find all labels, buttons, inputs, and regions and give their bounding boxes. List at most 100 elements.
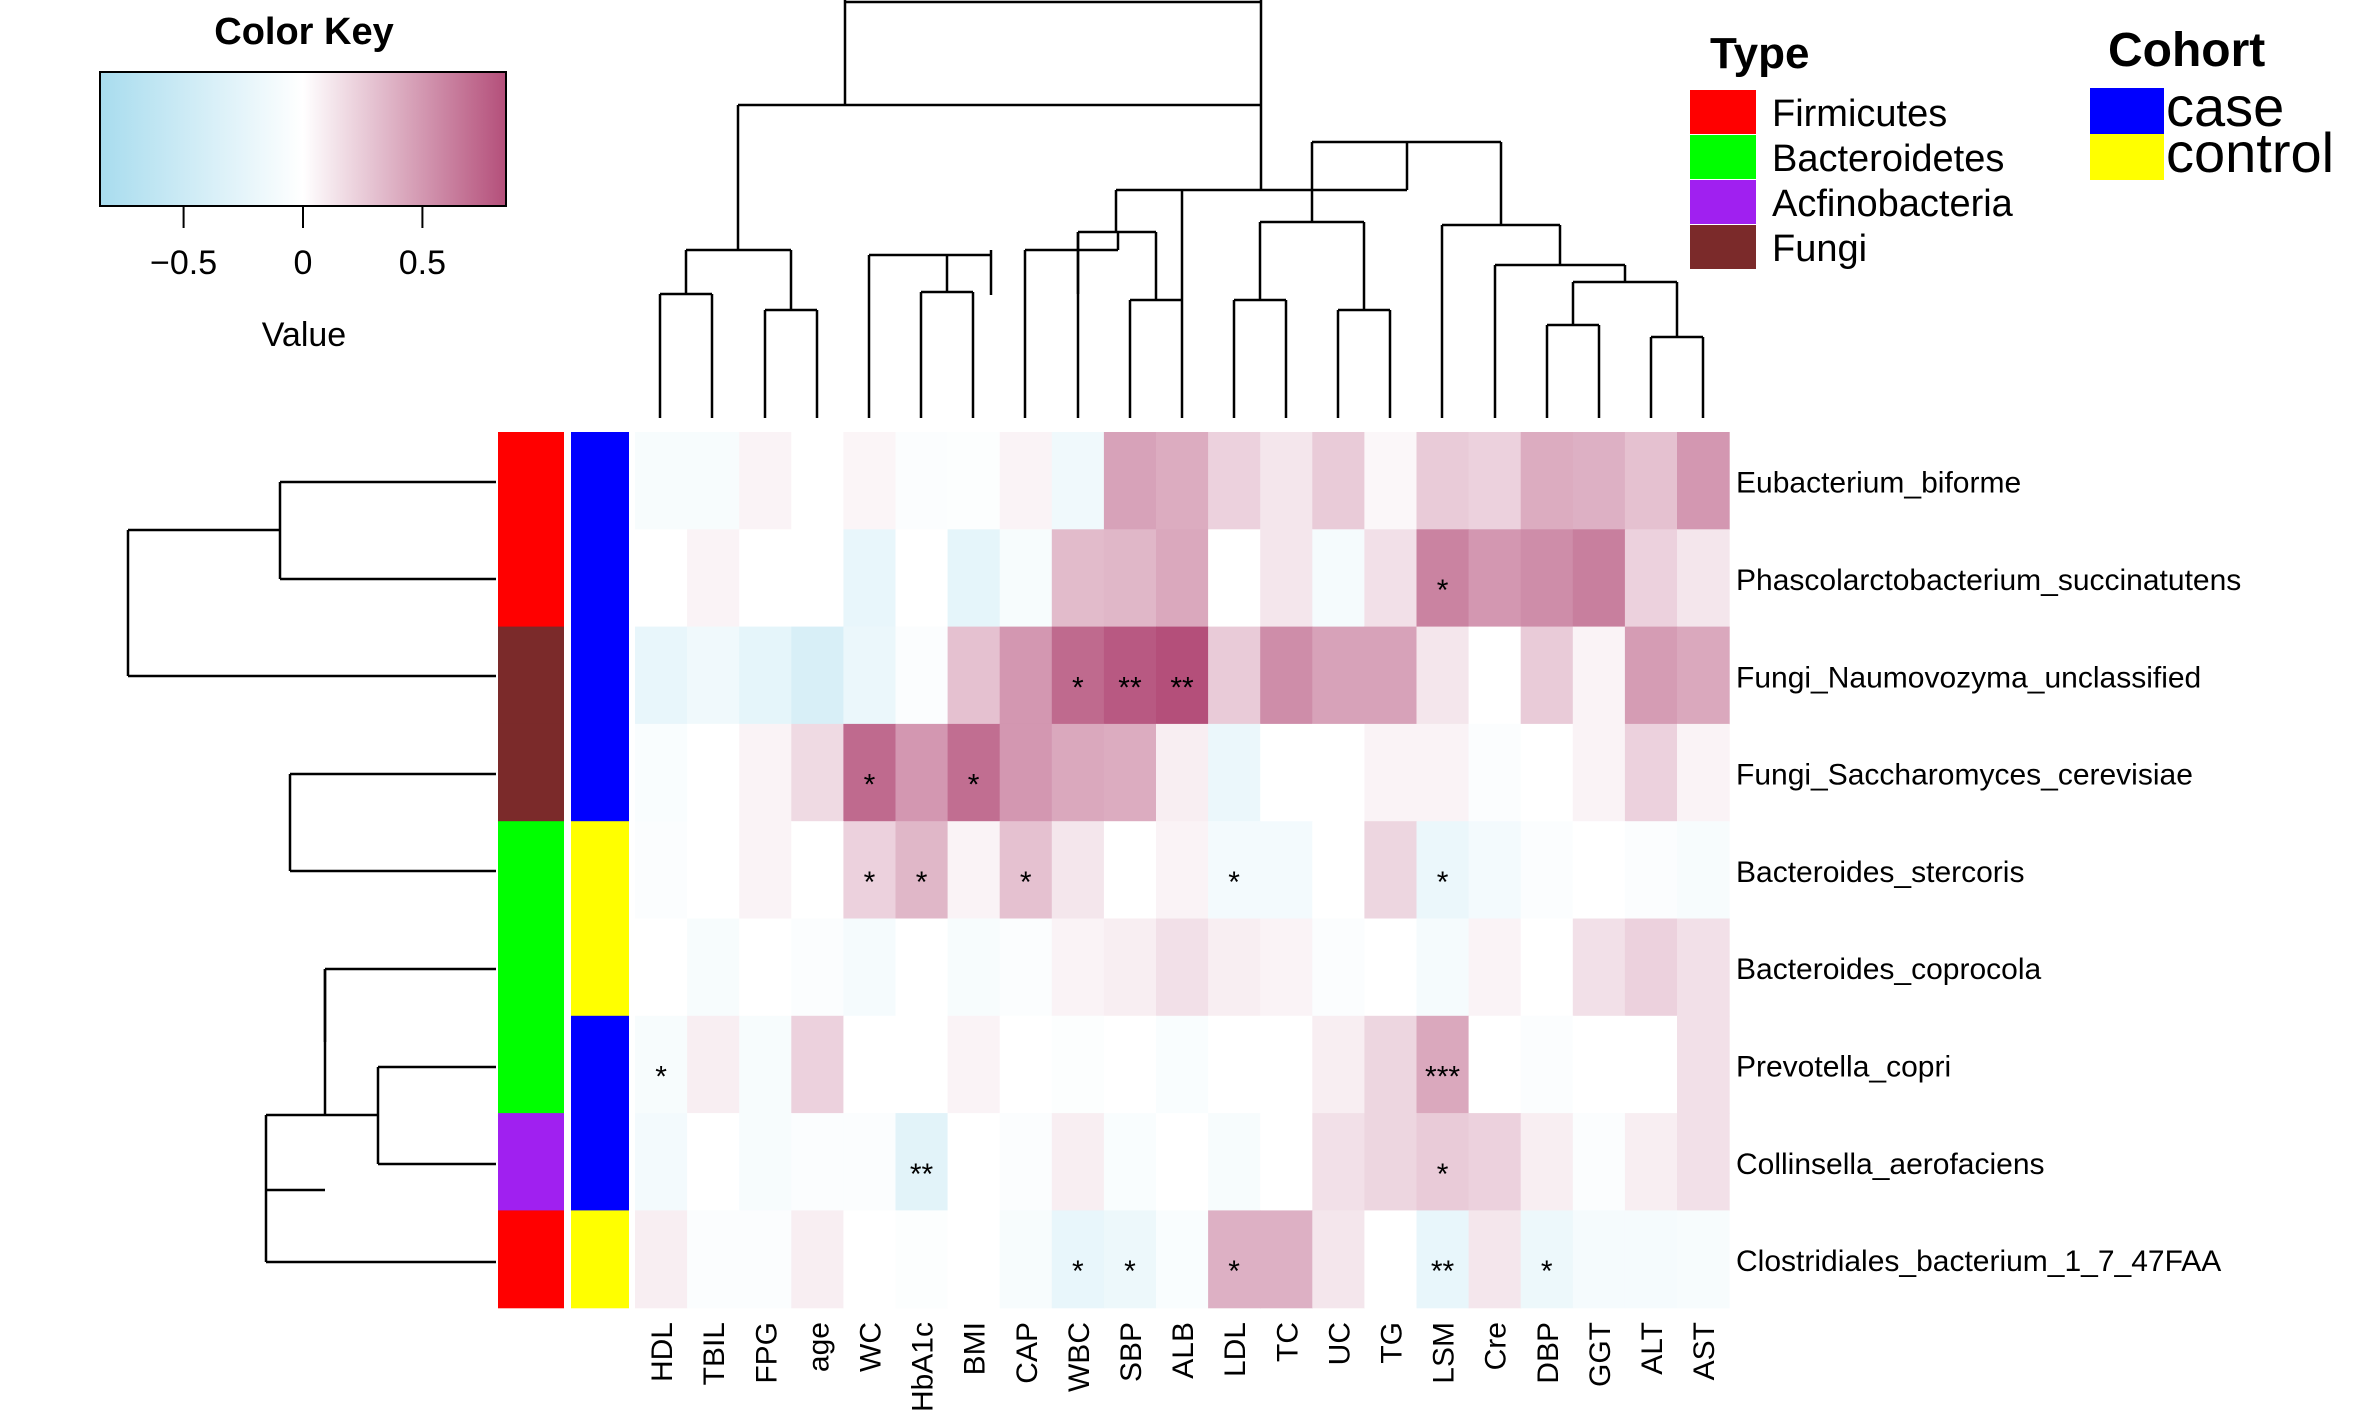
heatmap-cell bbox=[791, 1113, 844, 1211]
column-label: UC bbox=[1323, 1322, 1356, 1365]
heatmap-cell bbox=[947, 432, 1001, 530]
heatmap-cell bbox=[791, 723, 844, 822]
row-label: Clostridiales_bacterium_1_7_47FAA bbox=[1736, 1245, 2221, 1278]
heatmap-cell bbox=[1572, 626, 1626, 725]
heatmap-cell bbox=[1520, 432, 1574, 530]
heatmap-cell bbox=[1103, 918, 1157, 1017]
heatmap-cell bbox=[1468, 918, 1522, 1017]
heatmap-cell bbox=[1051, 821, 1105, 920]
heatmap-cell bbox=[1572, 1015, 1626, 1114]
heatmap-cell bbox=[895, 432, 949, 530]
heatmap-cell bbox=[843, 1015, 897, 1114]
type-bar-cell bbox=[498, 1015, 564, 1114]
color-key: Color Key −0.5 0 0.5 Value bbox=[99, 11, 507, 354]
significance-marker: * bbox=[1124, 1255, 1136, 1288]
column-labels: HDL TBIL FPG age WC HbA1c BMI CAP WBC SBP ALB LDL TC… bbox=[646, 1322, 1721, 1412]
heatmap-cell bbox=[999, 1015, 1053, 1114]
column-dendrogram bbox=[658, 0, 1705, 418]
significance-marker: * bbox=[1228, 1255, 1240, 1288]
type-legend: Type FirmicutesBacteroidetesAcfinobacter… bbox=[1690, 29, 2014, 270]
heatmap-cell bbox=[1624, 1015, 1678, 1114]
type-legend-label: Acfinobacteria bbox=[1772, 183, 2014, 225]
heatmap-cell bbox=[1051, 723, 1105, 822]
type-legend-label: Firmicutes bbox=[1772, 93, 1947, 135]
heatmap-cell bbox=[1624, 432, 1678, 530]
cohort-bar-cell bbox=[571, 529, 629, 628]
heatmap-cell bbox=[1520, 1210, 1574, 1309]
heatmap-cell bbox=[635, 432, 688, 530]
heatmap-cell bbox=[635, 1113, 688, 1211]
heatmap-cell bbox=[1260, 529, 1313, 628]
column-label: LDL bbox=[1219, 1322, 1252, 1377]
column-label: CAP bbox=[1011, 1322, 1044, 1384]
heatmap-cell bbox=[895, 723, 949, 822]
cohort-legend-swatch bbox=[2090, 134, 2164, 180]
column-label: LSM bbox=[1428, 1322, 1461, 1384]
heatmap-cell bbox=[1051, 1015, 1105, 1114]
type-legend-label: Fungi bbox=[1772, 228, 1867, 270]
heatmap-cell bbox=[791, 626, 844, 725]
cohort-legend-label: control bbox=[2166, 121, 2334, 184]
heatmap-cell bbox=[1312, 1015, 1365, 1114]
significance-markers: ** ** *** ** * * * ** ***** ** * * ** * bbox=[655, 574, 1553, 1288]
heatmap-cell bbox=[791, 1210, 844, 1309]
heatmap-cell bbox=[1520, 1113, 1574, 1211]
heatmap-cell bbox=[1468, 723, 1522, 822]
heatmap-cell bbox=[1572, 1113, 1626, 1211]
column-label: WC bbox=[854, 1322, 887, 1372]
heatmap-cell bbox=[1416, 723, 1470, 822]
column-label: HbA1c bbox=[907, 1322, 940, 1412]
color-key-gradient bbox=[99, 71, 507, 207]
heatmap-cell bbox=[1572, 918, 1626, 1017]
heatmap-cell bbox=[1051, 1113, 1105, 1211]
heatmap-grid bbox=[635, 432, 1730, 1309]
heatmap-cell bbox=[1677, 1210, 1730, 1309]
heatmap-cell bbox=[1156, 918, 1209, 1017]
heatmap-cell bbox=[1208, 1015, 1261, 1114]
heatmap-cell bbox=[1103, 1015, 1157, 1114]
heatmap-cell bbox=[1208, 918, 1261, 1017]
heatmap-cell bbox=[1208, 821, 1261, 920]
heatmap-cell bbox=[1677, 529, 1730, 628]
heatmap-cell bbox=[791, 432, 844, 530]
heatmap-cell bbox=[1103, 1210, 1157, 1309]
heatmap-cell bbox=[1156, 432, 1209, 530]
heatmap-cell bbox=[687, 821, 740, 920]
heatmap-cell bbox=[1051, 432, 1105, 530]
heatmap-cell bbox=[1520, 626, 1574, 725]
heatmap-cell bbox=[1260, 918, 1313, 1017]
heatmap-cell bbox=[843, 1113, 897, 1211]
heatmap-cell bbox=[1416, 821, 1470, 920]
heatmap-cell bbox=[843, 529, 897, 628]
significance-marker: * bbox=[1437, 866, 1449, 899]
heatmap-cell bbox=[739, 1210, 792, 1309]
heatmap-cell bbox=[1260, 626, 1313, 725]
significance-marker: * bbox=[1072, 671, 1084, 704]
type-legend-swatch bbox=[1690, 90, 1756, 134]
heatmap-cell bbox=[635, 821, 688, 920]
significance-marker: * bbox=[864, 866, 876, 899]
column-label: TBIL bbox=[698, 1322, 731, 1385]
heatmap-cell bbox=[1468, 432, 1522, 530]
heatmap-cell bbox=[999, 918, 1053, 1017]
heatmap-cell bbox=[1260, 432, 1313, 530]
column-label: TG bbox=[1375, 1322, 1408, 1364]
significance-marker: ** bbox=[1431, 1255, 1455, 1288]
heatmap-cell bbox=[843, 723, 897, 822]
type-bar-cell bbox=[498, 529, 564, 628]
column-label: WBC bbox=[1063, 1322, 1096, 1392]
row-label: Bacteroides_coprocola bbox=[1736, 953, 2042, 986]
heatmap-cell bbox=[739, 821, 792, 920]
heatmap-cell bbox=[739, 1113, 792, 1211]
heatmap-cell bbox=[1624, 529, 1678, 628]
column-label: HDL bbox=[646, 1322, 679, 1382]
heatmap-cell bbox=[1416, 1015, 1470, 1114]
heatmap-cell bbox=[947, 723, 1001, 822]
heatmap-cell bbox=[1051, 918, 1105, 1017]
significance-marker: * bbox=[864, 769, 876, 802]
type-legend-title: Type bbox=[1710, 29, 1809, 78]
heatmap-cell bbox=[791, 1015, 844, 1114]
type-bar-cell bbox=[498, 918, 564, 1017]
heatmap-cell bbox=[895, 1210, 949, 1309]
